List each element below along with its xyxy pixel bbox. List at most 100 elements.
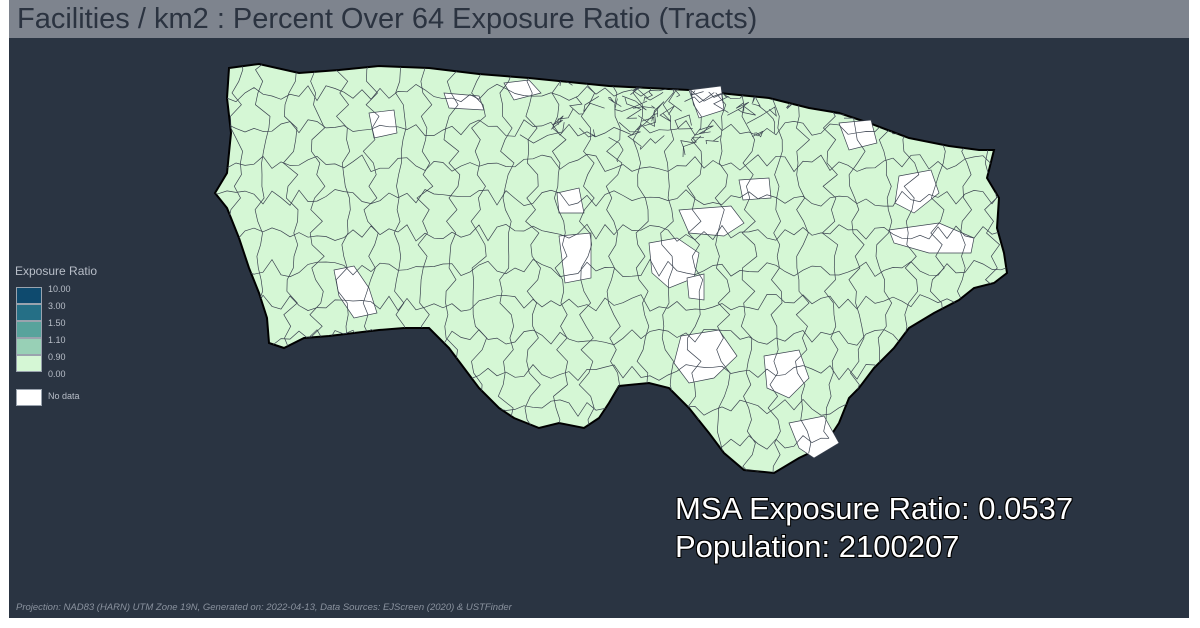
tract-boundary (742, 76, 759, 95)
page-title: Facilities / km2 : Percent Over 64 Expos… (17, 3, 758, 35)
puerto-rico-map (213, 58, 1027, 478)
legend-label: 1.50 (48, 318, 66, 328)
tract-boundary (664, 75, 685, 90)
tract-boundary (524, 64, 541, 473)
legend-label: 3.00 (48, 301, 66, 311)
tract-boundary (737, 105, 756, 116)
tract-boundary (784, 70, 804, 99)
tract-boundary (632, 105, 656, 109)
tract-boundary (215, 223, 1007, 242)
legend-label: 0.90 (48, 352, 66, 362)
legend-swatch (16, 287, 42, 304)
no-data-tract (558, 232, 592, 284)
tract-boundary (684, 89, 719, 104)
tract-boundary (651, 101, 665, 122)
legend-label: 10.00 (48, 284, 71, 294)
tract-boundary (779, 68, 789, 86)
tract-boundary (682, 137, 704, 156)
tract-boundary (711, 64, 719, 80)
tract-boundary (752, 130, 764, 138)
legend: Exposure Ratio 10.00 3.00 1.50 1.10 0.90… (15, 264, 98, 406)
tract-boundary (746, 106, 777, 124)
tract-boundary (635, 81, 654, 99)
legend-swatch (16, 321, 42, 338)
tract-boundary (842, 91, 859, 104)
tract-boundary (751, 93, 761, 107)
no-data-tract (686, 273, 705, 301)
tract-boundary (843, 64, 873, 89)
legend-swatch (16, 338, 42, 355)
stats-panel: MSA Exposure Ratio: 0.0537 Population: 2… (675, 490, 1073, 566)
legend-swatch (16, 304, 42, 321)
legend-swatch (16, 355, 42, 372)
population: Population: 2100207 (675, 529, 960, 564)
no-data-tract (894, 169, 940, 214)
tract-boundary (757, 105, 776, 134)
tract-boundary (497, 64, 515, 473)
tract-boundary (215, 188, 1007, 207)
legend-label: 0.00 (48, 369, 66, 379)
tract-boundary (668, 90, 682, 112)
tract-boundary (683, 64, 725, 78)
tract-boundary (578, 64, 596, 473)
tract-boundary (215, 468, 1007, 473)
tract-boundary (848, 78, 875, 87)
tract-boundary (767, 64, 784, 473)
tract-boundary (569, 96, 584, 115)
tract-boundary (829, 73, 854, 88)
map-canvas (213, 58, 1027, 478)
tract-boundary (215, 293, 1007, 312)
tract-boundary (637, 115, 656, 127)
no-data-tracts (333, 79, 975, 459)
map-frame: Facilities / km2 : Percent Over 64 Expos… (9, 0, 1189, 618)
tract-boundary (550, 115, 564, 130)
tract-boundary (624, 97, 642, 119)
tract-boundary (583, 96, 605, 112)
tract-boundary (795, 64, 812, 473)
no-data-tract (788, 415, 840, 459)
tract-boundary (608, 97, 622, 107)
no-data-tract (763, 349, 810, 399)
tract-boundary (674, 114, 693, 130)
tract-boundary (740, 64, 758, 473)
tract-boundary (621, 95, 647, 111)
tract-boundary (699, 125, 714, 135)
tract-boundary (817, 80, 828, 95)
title-bar: Facilities / km2 : Percent Over 64 Expos… (9, 0, 1189, 38)
tract-boundary (1011, 58, 1027, 478)
legend-label: No data (48, 391, 80, 401)
tract-boundary (659, 105, 675, 122)
msa-exposure-ratio: MSA Exposure Ratio: 0.0537 (675, 491, 1074, 526)
tract-boundary (614, 98, 648, 112)
tract-boundary (680, 135, 702, 158)
legend-label: 1.10 (48, 335, 66, 345)
tract-boundary (215, 64, 1007, 68)
tract-boundary (727, 101, 750, 116)
tract-boundary (830, 95, 852, 113)
tract-boundary (797, 64, 822, 75)
no-data-tract (556, 187, 585, 214)
tract-boundary (608, 136, 624, 163)
no-data-tract (333, 265, 378, 319)
tract-boundary (215, 153, 1007, 173)
tract-boundary (840, 64, 853, 83)
tract-boundary (215, 433, 1007, 452)
tract-boundary (557, 108, 574, 125)
island-shape (213, 62, 1009, 475)
tract-boundary (215, 64, 218, 473)
legend-title: Exposure Ratio (15, 264, 98, 278)
no-data-tract (738, 177, 772, 201)
tract-boundary (714, 64, 731, 473)
tract-boundary (579, 127, 596, 138)
footer-credits: Projection: NAD83 (HARN) UTM Zone 19N, G… (16, 602, 512, 613)
tract-boundary (519, 122, 565, 144)
legend-swatch (16, 389, 42, 406)
tract-boundary (820, 67, 841, 90)
tract-boundary (705, 135, 722, 145)
tract-boundary (618, 122, 642, 147)
tract-boundary (821, 64, 839, 473)
no-data-tract (838, 119, 878, 151)
tract-boundary (847, 91, 892, 112)
tract-boundary (643, 92, 664, 102)
tract-boundary (215, 398, 1007, 417)
